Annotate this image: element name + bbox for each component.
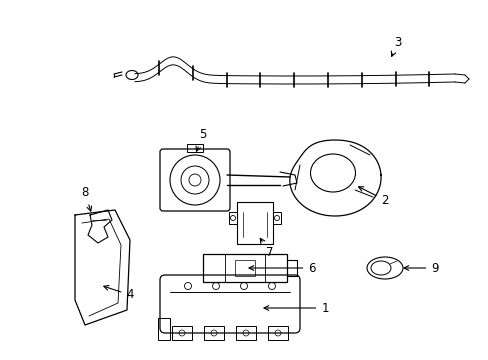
Text: 6: 6 — [248, 261, 315, 274]
Bar — [235, 260, 254, 276]
Bar — [272, 212, 281, 224]
Text: 9: 9 — [403, 261, 438, 274]
Bar — [267, 326, 287, 340]
Bar — [237, 202, 272, 244]
Text: 8: 8 — [81, 186, 91, 211]
Text: 2: 2 — [358, 187, 388, 207]
Bar — [186, 144, 203, 152]
Bar — [158, 318, 170, 340]
Text: 3: 3 — [390, 36, 401, 56]
Text: 5: 5 — [196, 129, 206, 151]
Bar — [236, 326, 256, 340]
Bar — [203, 326, 224, 340]
Text: 1: 1 — [264, 302, 328, 315]
Bar — [203, 254, 286, 282]
Bar — [228, 212, 237, 224]
Bar — [172, 326, 192, 340]
Text: 4: 4 — [103, 285, 134, 302]
Text: 7: 7 — [260, 238, 273, 260]
